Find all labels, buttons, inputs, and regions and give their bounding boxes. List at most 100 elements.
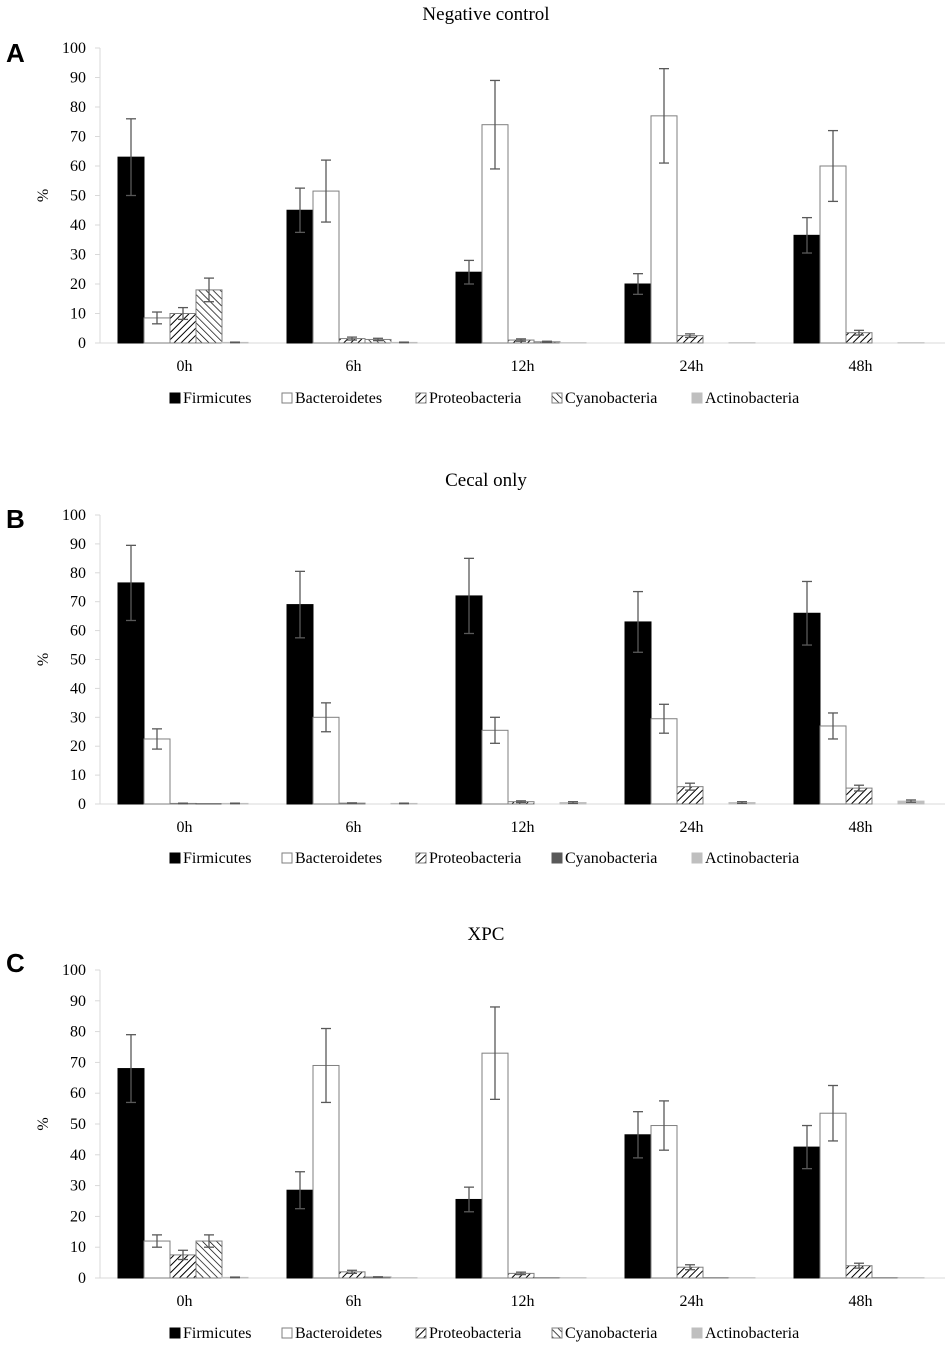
x-tick-label: 24h (680, 358, 704, 375)
legend-label-proteobacteria: Proteobacteria (429, 1325, 521, 1342)
legend-swatch-firmicutes (169, 392, 181, 404)
legend-swatch-bacteroidetes (281, 1327, 293, 1339)
y-tick-label: 40 (70, 1147, 86, 1164)
legend-label-firmicutes: Firmicutes (183, 390, 251, 407)
legend-swatch-firmicutes (169, 1327, 181, 1339)
legend-label-bacteroidetes: Bacteroidetes (295, 390, 382, 407)
legend-label-proteobacteria: Proteobacteria (429, 390, 521, 407)
y-tick-label: 80 (70, 99, 86, 116)
x-tick-label: 12h (511, 819, 535, 836)
legend-swatch-cyanobacteria (551, 392, 563, 404)
panel-letter: B (6, 504, 25, 534)
x-tick-label: 12h (511, 1293, 535, 1310)
y-tick-label: 100 (62, 40, 86, 57)
y-tick-label: 60 (70, 158, 86, 175)
chart-title: Cecal only (445, 470, 527, 491)
bar-bacteroidetes-0h (143, 738, 171, 805)
y-tick-label: 90 (70, 993, 86, 1010)
legend: Firmicutes Bacteroidetes Proteobacteria Cya… (169, 850, 799, 867)
legend-label-actinobacteria: Actinobacteria (705, 850, 799, 867)
x-tick-label: 0h (177, 1293, 193, 1310)
y-tick-label: 20 (70, 738, 86, 755)
x-tick-label: 0h (177, 358, 193, 375)
y-tick-label: 50 (70, 652, 86, 669)
y-tick-label: 90 (70, 70, 86, 87)
legend-swatch-proteobacteria (415, 392, 427, 404)
y-tick-label: 40 (70, 217, 86, 234)
y-tick-label: 70 (70, 1054, 86, 1071)
legend-label-cyanobacteria: Cyanobacteria (565, 850, 657, 867)
y-tick-label: 10 (70, 767, 86, 784)
bar-firmicutes-0h (117, 156, 145, 344)
legend-swatch-actinobacteria (691, 1327, 703, 1339)
x-tick-label: 6h (346, 819, 362, 836)
x-tick-label: 6h (346, 358, 362, 375)
chart-title: XPC (468, 924, 505, 945)
legend-swatch-bacteroidetes (281, 392, 293, 404)
y-tick-label: 100 (62, 962, 86, 979)
y-tick-label: 80 (70, 1024, 86, 1041)
chart-panel-b: B Cecal only% 0 10 20 30 40 50 60 70 80 90 100 0h 6h 12… (6, 470, 945, 867)
y-tick-label: 10 (70, 1239, 86, 1256)
legend: Firmicutes Bacteroidetes Proteobacteria Cya… (169, 1325, 799, 1342)
y-tick-label: 70 (70, 129, 86, 146)
y-tick-label: 60 (70, 1085, 86, 1102)
chart-panel-a: A Negative control% 0 10 20 30 40 50 60 70 80 90 100… (6, 4, 945, 407)
y-tick-label: 10 (70, 306, 86, 323)
y-tick-label: 60 (70, 623, 86, 640)
legend-label-cyanobacteria: Cyanobacteria (565, 390, 657, 407)
legend-swatch-proteobacteria (415, 1327, 427, 1339)
y-tick-label: 50 (70, 188, 86, 205)
y-tick-label: 30 (70, 709, 86, 726)
legend-swatch-proteobacteria (415, 852, 427, 864)
y-axis-label: % (35, 189, 52, 202)
x-tick-label: 0h (177, 819, 193, 836)
legend-swatch-cyanobacteria (551, 1327, 563, 1339)
y-tick-label: 40 (70, 680, 86, 697)
legend-swatch-actinobacteria (691, 852, 703, 864)
chart-panel-c: C XPC% 0 10 20 30 40 50 60 70 80 90 100 0h 6h 12h 24h 48h… (6, 924, 945, 1342)
legend-label-actinobacteria: Actinobacteria (705, 1325, 799, 1342)
y-tick-label: 50 (70, 1116, 86, 1133)
legend-label-proteobacteria: Proteobacteria (429, 850, 521, 867)
y-tick-label: 70 (70, 594, 86, 611)
y-tick-label: 20 (70, 276, 86, 293)
legend-label-cyanobacteria: Cyanobacteria (565, 1325, 657, 1342)
legend-label-firmicutes: Firmicutes (183, 1325, 251, 1342)
y-tick-label: 0 (78, 1270, 86, 1287)
legend-swatch-bacteroidetes (281, 852, 293, 864)
legend-swatch-cyanobacteria (551, 852, 563, 864)
x-tick-label: 6h (346, 1293, 362, 1310)
y-axis-label: % (35, 1117, 52, 1130)
y-tick-label: 80 (70, 565, 86, 582)
y-tick-label: 0 (78, 796, 86, 813)
y-tick-label: 90 (70, 536, 86, 553)
y-tick-label: 30 (70, 1178, 86, 1195)
chart-title: Negative control (422, 4, 549, 25)
y-tick-label: 30 (70, 247, 86, 264)
panel-letter: C (6, 948, 25, 978)
legend-label-actinobacteria: Actinobacteria (705, 390, 799, 407)
legend-swatch-actinobacteria (691, 392, 703, 404)
bar-firmicutes-12h (455, 1198, 483, 1279)
y-tick-label: 20 (70, 1208, 86, 1225)
y-tick-label: 0 (78, 335, 86, 352)
legend-label-bacteroidetes: Bacteroidetes (295, 1325, 382, 1342)
y-tick-label: 100 (62, 507, 86, 524)
panel-letter: A (6, 38, 25, 68)
y-axis-label: % (35, 653, 52, 666)
legend-swatch-firmicutes (169, 852, 181, 864)
x-tick-label: 24h (680, 1293, 704, 1310)
bar-bacteroidetes-24h (650, 1125, 678, 1279)
x-tick-label: 48h (849, 358, 873, 375)
legend-label-bacteroidetes: Bacteroidetes (295, 850, 382, 867)
x-tick-label: 48h (849, 1293, 873, 1310)
legend-label-firmicutes: Firmicutes (183, 850, 251, 867)
x-tick-label: 24h (680, 819, 704, 836)
x-tick-label: 48h (849, 819, 873, 836)
x-tick-label: 12h (511, 358, 535, 375)
legend: Firmicutes Bacteroidetes Proteobacteria Cya… (169, 390, 799, 407)
bar-firmicutes-0h (117, 1068, 145, 1279)
